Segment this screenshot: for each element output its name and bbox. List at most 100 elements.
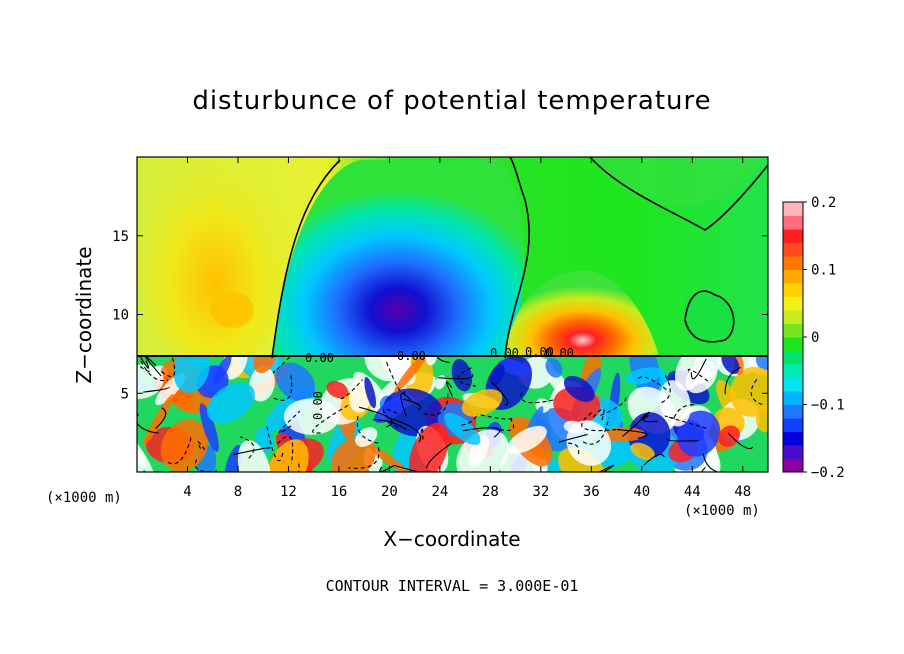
x-tick-label: 12: [280, 484, 297, 500]
turbulence-blob: [237, 440, 271, 472]
turbulence-contour: [446, 381, 453, 397]
x-unit-right: (×1000 m): [684, 503, 760, 519]
colorbar-swatch: [783, 296, 803, 311]
turbulence-contour: [462, 427, 501, 438]
turbulence-contour: [477, 413, 513, 420]
y-tick-label: 5: [121, 386, 129, 402]
x-axis: 4 8 12 16 20 24 28 32 36 40 44 48: [183, 157, 751, 500]
heatmap-field: [137, 157, 768, 472]
turbulence-blob: [283, 398, 340, 435]
contour-labels: 0.00 0.00 0.00 0.000.000.00: [305, 345, 574, 420]
x-tick-label: 4: [183, 484, 191, 500]
turbulence-contour: [160, 356, 176, 377]
x-tick-label: 28: [482, 484, 499, 500]
turbulence-blob: [253, 356, 276, 374]
colorbar-swatch: [783, 404, 803, 419]
turbulence-contour: [233, 446, 271, 456]
x-tick-label: 8: [234, 484, 242, 500]
turbulence-contour: [724, 366, 741, 395]
colorbar-tick-label: 0.1: [811, 263, 836, 279]
turbulence-blob: [199, 403, 219, 452]
turbulence-contour: [568, 442, 580, 456]
x-tick-label: 24: [431, 484, 448, 500]
colorbar-swatch: [783, 229, 803, 243]
turbulence-contour: [423, 392, 449, 416]
turbulence-contour: [266, 425, 284, 462]
turbulence-contour: [702, 453, 720, 472]
turbulence-contour: [558, 433, 588, 443]
turbulence-contour: [642, 415, 658, 423]
turbulence-contour: [403, 398, 422, 411]
colorbar-swatch: [783, 269, 803, 284]
turbulence-blob: [137, 428, 155, 472]
turbulence-contour: [637, 376, 667, 391]
turbulence-blob: [721, 356, 740, 375]
turbulence-blob: [659, 380, 691, 427]
colorbar-swatch: [783, 445, 803, 459]
turbulence-contour: [140, 360, 169, 382]
colorbar-swatch: [783, 364, 803, 378]
turbulence-blob: [756, 405, 768, 433]
contour-label: 0.00: [311, 391, 325, 420]
turbulence-blob: [563, 375, 595, 402]
turbulence-contour: [520, 392, 556, 404]
turbulence-blob: [160, 419, 209, 472]
colorbar-swatch: [783, 242, 803, 257]
turbulence-blob: [507, 425, 547, 454]
colorbar-swatch: [783, 391, 803, 405]
turbulence-blob: [355, 427, 378, 447]
turbulence-blob: [729, 366, 768, 417]
turbulent-layer: [137, 356, 768, 472]
turbulence-blob: [221, 356, 248, 380]
turbulence-contour: [643, 453, 665, 466]
x-tick-label: 48: [734, 484, 751, 500]
turbulence-contour: [582, 417, 610, 445]
turbulence-blob: [685, 361, 718, 394]
turbulence-contour: [497, 417, 515, 431]
turbulence-contour: [194, 459, 218, 472]
turbulence-contour: [701, 466, 706, 472]
turbulence-blob: [676, 410, 721, 457]
turbulence-blob: [137, 364, 164, 399]
turbulence-blob: [404, 356, 434, 399]
turbulence-contour: [389, 417, 421, 443]
turbulence-contour: [167, 436, 192, 465]
turbulence-contour: [600, 394, 627, 416]
turbulence-blob: [364, 356, 411, 382]
turbulence-contour: [385, 361, 406, 394]
turbulence-contour: [239, 436, 255, 459]
turbulence-blob: [461, 389, 503, 417]
turbulence-contour: [143, 386, 170, 393]
turbulence-contour: [666, 438, 699, 442]
turbulence-contour: [382, 408, 398, 429]
turbulence-contour: [137, 413, 139, 416]
colorbar-swatch: [783, 256, 803, 270]
turbulence-contour: [273, 373, 293, 401]
turbulence-contour: [400, 392, 412, 417]
turbulence-contour: [461, 414, 478, 426]
turbulence-contour: [616, 429, 648, 439]
turbulence-blob: [630, 442, 655, 460]
turbulence-blob: [213, 356, 232, 385]
turbulence-blob: [545, 358, 563, 378]
turbulence-contour: [727, 432, 754, 450]
turbulence-contour: [673, 404, 694, 420]
turbulence-blob: [374, 395, 410, 424]
turbulence-contour: [356, 415, 381, 444]
colorbar-swatch: [783, 283, 803, 297]
colorbar-swatch: [783, 215, 803, 230]
turbulence-contour: [139, 356, 150, 369]
turbulence-contour: [358, 406, 393, 428]
turbulence-blob: [330, 437, 376, 472]
colorbar-swatch: [783, 431, 803, 446]
turbulence-blob: [451, 358, 473, 392]
turbulence-blob: [408, 422, 449, 472]
colorbar-swatch: [783, 350, 803, 365]
turbulence-blob: [206, 382, 255, 424]
turbulence-blob: [369, 445, 413, 472]
contour-label: 0.00: [525, 345, 554, 359]
turbulence-contour: [661, 373, 671, 404]
turbulence-contour: [591, 408, 605, 421]
x-axis-label: X−coordinate: [383, 527, 521, 551]
